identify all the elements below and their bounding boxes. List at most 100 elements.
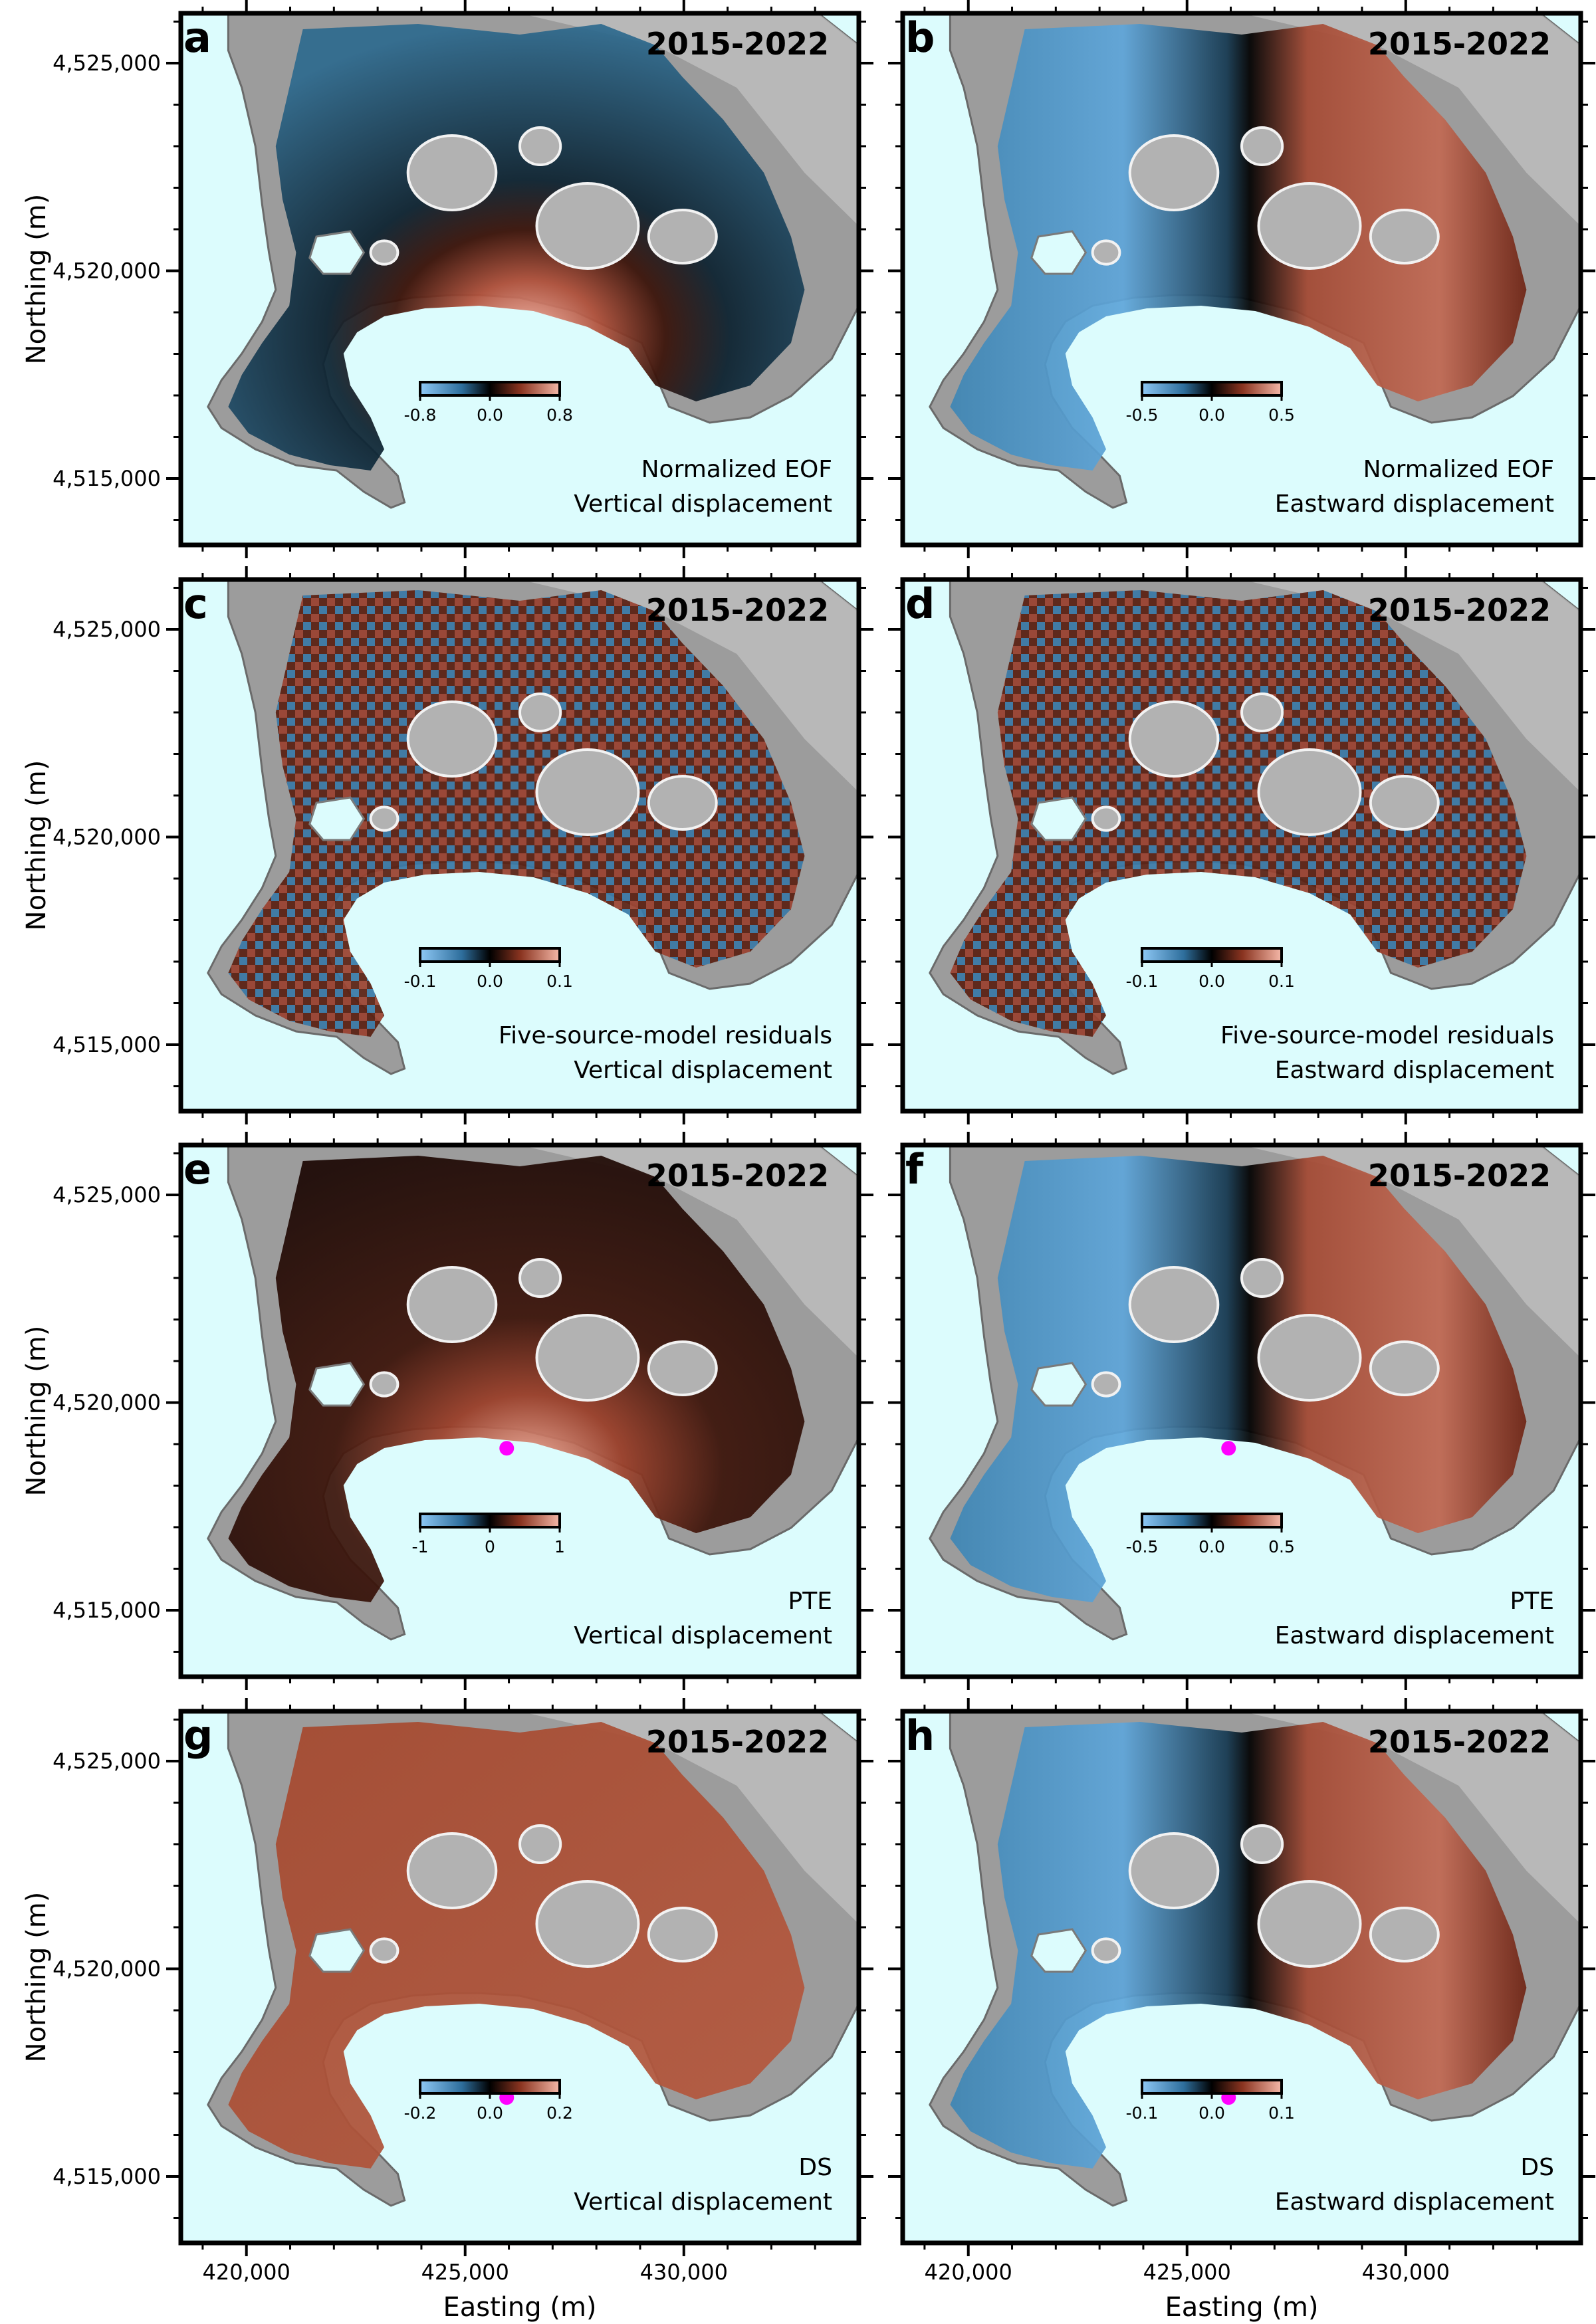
crater-lake [1030,1928,1087,1973]
crater [1240,1258,1284,1298]
x-tick-label: 425,000 [1143,2260,1231,2285]
colorbar-min-label: -0.2 [404,2103,437,2123]
period-label: 2015-2022 [646,1158,829,1194]
period-label: 2015-2022 [1368,1158,1551,1194]
colorbar [419,1513,561,1529]
caption-line: Normalized EOF [641,456,832,483]
y-tick-label: 4,520,000 [53,1956,161,1982]
colorbar-min-label: -1 [412,1537,429,1556]
y-axis-title: Northing (m) [21,194,52,365]
colorbar-min-label: -0.5 [1126,1537,1159,1556]
crater [1369,1907,1440,1962]
panel-letter: f [905,1145,924,1194]
crater [1257,1880,1362,1968]
panel-frame [178,1709,861,2246]
panel-b-map [903,13,1581,545]
caption-line: DS [798,2154,832,2181]
displacement-field [228,24,805,471]
caption-line: Normalized EOF [1363,456,1554,483]
period-label: 2015-2022 [646,26,829,62]
ridge-hillshade [1242,1145,1581,1358]
panel-h: 420,000 425,000 430,000 Easting (m) h 2015-20… [888,1698,1595,2323]
crater [647,775,718,831]
y-tick-label: 4,515,000 [53,466,161,491]
y-axis-title: Northing (m) [21,1892,52,2063]
crater-lake [1030,1362,1087,1407]
panel-letter: d [905,580,935,628]
ridge-hillshade [520,1711,859,1924]
panel-frame [178,1142,861,1679]
colorbar-min-label: -0.8 [404,405,437,425]
y-tick-label: 4,525,000 [53,617,161,642]
panel-f: f 2015-2022 -0.5 0.0 0.5 PTE Eastward displace… [888,1132,1595,1690]
crater [1091,1937,1121,1964]
period-label: 2015-2022 [1368,592,1551,628]
ridge-hillshade [1242,580,1581,792]
x-axis-title: Easting (m) [1165,2292,1318,2323]
y-axis-title: Northing (m) [21,1326,52,1497]
panel-e: 4,515,000 4,520,000 4,525,000 Northing (m) e… [21,1132,873,1690]
colorbar [419,2079,561,2095]
crater [1240,692,1284,732]
x-tick-label: 430,000 [640,2260,728,2285]
x-tick-label: 425,000 [421,2260,509,2285]
caption-line: Eastward displacement [1275,490,1554,518]
crater [369,1937,399,1964]
crater [1369,1340,1440,1396]
colorbar [1141,1513,1283,1529]
panel-c-map [181,580,859,1111]
crater [406,134,498,211]
crater [535,1314,640,1402]
period-label: 2015-2022 [1368,1724,1551,1760]
ridge-hillshade [520,13,859,226]
panel-d-map [903,580,1581,1111]
crater [518,1258,562,1298]
crater [1369,775,1440,831]
displacement-field [950,1722,1527,2168]
colorbar-min-label: -0.1 [1126,2103,1159,2123]
crater [535,748,640,836]
colorbar-max-label: 0.8 [546,405,573,425]
crater-lake [1030,230,1087,275]
panel-frame [178,11,861,548]
panel-d: d 2015-2022 -0.1 0.0 0.1 Five-source-model re… [888,566,1595,1124]
y-tick-label: 4,525,000 [53,1182,161,1208]
crater [1091,239,1121,266]
colorbar-max-label: 0.5 [1268,1537,1295,1556]
colorbar-min-label: -0.5 [1126,405,1159,425]
colorbar-max-label: 1 [554,1537,565,1556]
ridge-hillshade [1242,13,1581,226]
panel-b: b 2015-2022 -0.5 0.0 0.5 Normalized EOF Eastwa… [888,0,1595,558]
crater-lake [1030,796,1087,841]
panel-letter: c [183,580,208,628]
colorbar-max-label: 0.1 [546,972,573,991]
crater-lake [308,796,366,841]
ridge-hillshade [1242,1711,1581,1924]
y-tick-label: 4,515,000 [53,1598,161,1623]
period-label: 2015-2022 [646,592,829,628]
panel-letter: b [905,13,935,62]
caption-line: Eastward displacement [1275,1057,1554,1084]
caption-line: DS [1520,2154,1554,2181]
panel-a-map [181,13,859,545]
caption-line: Eastward displacement [1275,2188,1554,2216]
colorbar-mid-label: 0.0 [477,405,503,425]
panel-frame [900,11,1583,548]
crater [647,1907,718,1962]
y-tick-label: 4,520,000 [53,259,161,284]
x-tick-label: 430,000 [1362,2260,1450,2285]
colorbar-max-label: 0.2 [546,2103,573,2123]
crater [406,1832,498,1909]
colorbar-min-label: -0.1 [404,972,437,991]
crater [518,692,562,732]
y-tick-label: 4,520,000 [53,1390,161,1416]
panel-g-map [181,1711,859,2243]
panel-a: 4,515,000 4,520,000 4,525,000 Northing (m) a… [21,0,873,558]
ridge-hillshade [520,1145,859,1358]
crater [518,126,562,166]
caption-line: Vertical displacement [574,1622,832,1649]
displacement-field [228,1722,805,2168]
crater-lake [308,230,366,275]
panel-frame [900,1709,1583,2246]
